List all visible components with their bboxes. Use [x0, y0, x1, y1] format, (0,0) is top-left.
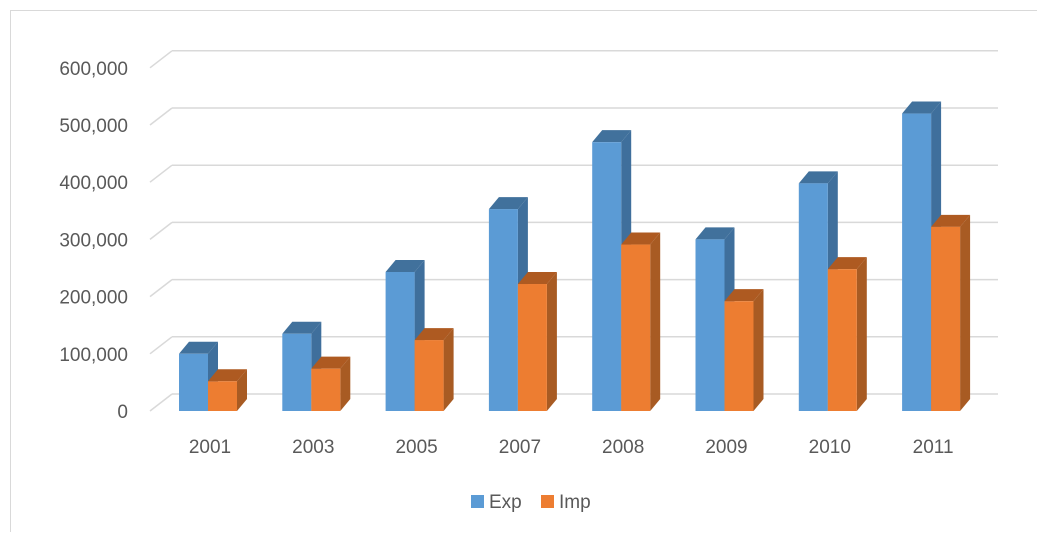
bar-top	[488, 197, 528, 210]
legend-label-exp: Exp	[489, 492, 522, 513]
bar-imp-2005	[414, 328, 454, 411]
bar-top	[517, 272, 557, 285]
bar-side	[856, 257, 867, 411]
gridline-diagonal	[149, 107, 173, 126]
x-tick-label: 2008	[602, 437, 644, 458]
bar-top	[311, 356, 351, 369]
legend-label-imp: Imp	[559, 492, 591, 513]
bar-top	[798, 171, 838, 184]
bar-front	[517, 284, 547, 411]
bar-front	[798, 183, 828, 411]
bar-front	[592, 142, 622, 411]
x-tick-label: 2009	[705, 437, 747, 458]
bar-top	[385, 260, 425, 273]
y-tick-label: 500,000	[59, 116, 128, 137]
bar-front	[724, 301, 754, 411]
bar-top	[621, 232, 661, 245]
x-tick-label: 2010	[809, 437, 851, 458]
bar-front	[179, 353, 208, 411]
bar-side	[753, 289, 764, 411]
bar-side	[443, 328, 454, 411]
bar-top	[827, 257, 867, 270]
bar-imp-2011	[931, 214, 971, 411]
bar-front	[621, 244, 651, 411]
x-tick-label: 2007	[499, 437, 541, 458]
bar-top	[724, 289, 764, 302]
y-axis-ticks: 0 100,000 200,000 300,000 400,000 500,000 600,…	[59, 59, 128, 423]
legend-swatch-imp	[541, 495, 554, 508]
bar-front	[385, 272, 415, 411]
bar-side	[340, 356, 351, 411]
bar-side	[960, 214, 971, 411]
gridline-diagonal	[149, 279, 173, 298]
bar-side	[237, 369, 247, 411]
legend: Exp Imp	[471, 492, 591, 513]
bar-imp-2007	[517, 272, 557, 411]
bar-front	[208, 381, 237, 411]
bar-top	[592, 130, 632, 143]
bar-top	[414, 328, 454, 341]
bar-top	[695, 227, 735, 240]
gridline-diagonal	[149, 50, 173, 69]
bar-top	[208, 369, 247, 382]
bar-side	[650, 232, 661, 411]
gridline-diagonal	[149, 393, 173, 412]
bar-front	[902, 113, 932, 411]
bar-exp-2001	[179, 341, 218, 411]
bar-front	[488, 209, 518, 411]
bar-front	[827, 269, 857, 411]
bar-front	[414, 340, 444, 411]
y-tick-label: 300,000	[59, 230, 128, 251]
x-tick-label: 2001	[189, 437, 231, 458]
gridline-diagonal	[149, 164, 173, 183]
bar-imp-2009	[724, 289, 764, 411]
gridline-diagonal	[149, 221, 173, 240]
x-tick-label: 2003	[292, 437, 334, 458]
y-tick-label: 100,000	[59, 345, 128, 366]
x-tick-label: 2011	[913, 437, 954, 458]
bar-imp-2001	[208, 369, 247, 411]
y-tick-label: 600,000	[59, 59, 128, 80]
bar-side	[546, 272, 557, 411]
y-tick-label: 200,000	[59, 288, 128, 309]
bar-top	[179, 341, 218, 354]
bar-top	[282, 321, 322, 334]
y-tick-label: 400,000	[59, 173, 128, 194]
legend-swatch-exp	[471, 495, 484, 508]
gridlines	[149, 50, 998, 412]
bar-front	[695, 239, 725, 411]
bars	[179, 101, 971, 411]
gridline-diagonal	[149, 336, 173, 355]
bar-imp-2003	[311, 356, 351, 411]
bar-imp-2008	[621, 232, 661, 411]
chart-frame	[10, 10, 1037, 532]
bar-imp-2010	[827, 257, 867, 411]
x-axis-ticks: 2001 2003 2005 2007 2008 2009 2010 2011	[189, 437, 954, 458]
bar-top	[902, 101, 942, 114]
y-tick-label: 0	[117, 402, 128, 423]
bar-front	[311, 368, 341, 411]
bar-top	[931, 214, 971, 227]
x-tick-label: 2005	[395, 437, 437, 458]
bar-front	[931, 226, 961, 411]
bar-front	[282, 333, 312, 411]
